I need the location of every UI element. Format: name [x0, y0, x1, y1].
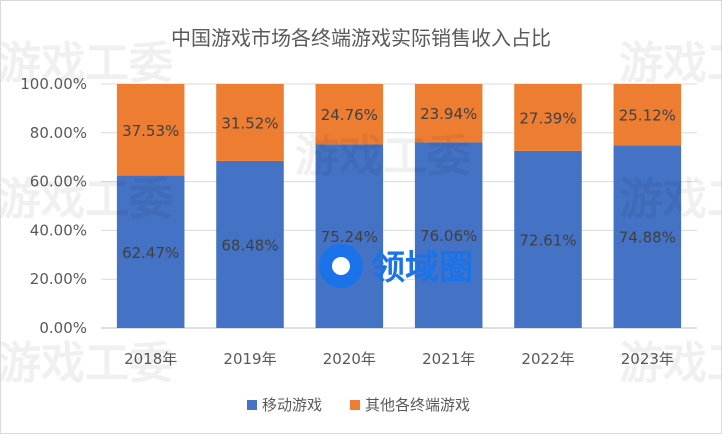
bar-segment: [116, 84, 185, 176]
legend-entry: 其他各终端游戏: [365, 396, 470, 414]
y-tick-label: 40.00%: [30, 221, 87, 239]
watermark-text: 游戏工委: [1, 174, 173, 225]
bar-segment: [514, 150, 582, 328]
legend-entry: 移动游戏: [262, 396, 322, 414]
y-tick-label: 60.00%: [30, 173, 87, 191]
data-label: 72.61%: [519, 231, 576, 249]
data-label: 27.39%: [519, 109, 576, 127]
watermark-text: 游戏工委: [619, 338, 721, 389]
axes: 0.00% 20.00% 40.00% 60.00% 80.00% 100.00% 2018…: [20, 75, 674, 368]
legend: 移动游戏 其他各终端游戏: [247, 396, 470, 414]
data-label: 68.48%: [221, 236, 278, 254]
data-label: 23.94%: [420, 105, 477, 123]
data-label: 75.24%: [321, 228, 378, 246]
data-label: 37.53%: [122, 122, 179, 140]
gridlines: [101, 83, 697, 329]
x-tick-label: 2018年: [124, 350, 177, 368]
data-label: 76.06%: [420, 227, 477, 245]
data-label: 74.88%: [619, 229, 676, 247]
bar-segment: [613, 84, 682, 146]
bar-segment: [514, 84, 582, 151]
watermark-text: 游戏工委: [1, 38, 173, 89]
data-label: 25.12%: [619, 107, 676, 125]
data-label: 62.47%: [122, 244, 179, 262]
bar-segment: [315, 84, 384, 145]
watermark: 游戏工委游戏工委游戏工委游戏工委游戏工委游戏工委游戏工委领域圈: [1, 38, 721, 389]
watermark-text: 游戏工委: [619, 38, 721, 89]
x-tick-label: 2023年: [621, 350, 674, 368]
chart-title: 中国游戏市场各终端游戏实际销售收入占比: [171, 26, 551, 50]
x-tick-label: 2019年: [223, 350, 276, 368]
logo-icon-hole: [332, 257, 350, 275]
bar-segment: [414, 84, 483, 143]
legend-swatch: [350, 400, 360, 410]
bar-segment: [216, 84, 284, 161]
bar-segment: [613, 145, 682, 328]
data-labels: 62.47% 37.53% 68.48% 31.52% 75.24% 24.76% 76.0…: [122, 105, 676, 262]
bar-segment: [216, 160, 284, 328]
y-tick-label: 80.00%: [30, 124, 87, 142]
y-tick-label: 100.00%: [20, 75, 87, 93]
x-tick-label: 2020年: [323, 350, 376, 368]
watermark-logo: 领域圈: [319, 244, 473, 288]
logo-wordmark: 领域圈: [371, 248, 473, 288]
bar-segment: [414, 142, 483, 328]
watermark-text: 游戏工委: [619, 174, 721, 225]
watermark-text: 游戏工委: [295, 131, 471, 182]
watermark-text: 游戏工委: [1, 338, 173, 389]
bars: [116, 84, 682, 328]
legend-swatch: [247, 400, 257, 410]
y-tick-label: 0.00%: [39, 319, 87, 337]
y-tick-label: 20.00%: [30, 270, 87, 288]
data-label: 24.76%: [321, 106, 378, 124]
data-label: 31.52%: [221, 114, 278, 132]
x-tick-label: 2021年: [422, 350, 475, 368]
x-tick-label: 2022年: [521, 350, 574, 368]
bar-segment: [116, 175, 185, 328]
bar-segment: [315, 144, 384, 328]
